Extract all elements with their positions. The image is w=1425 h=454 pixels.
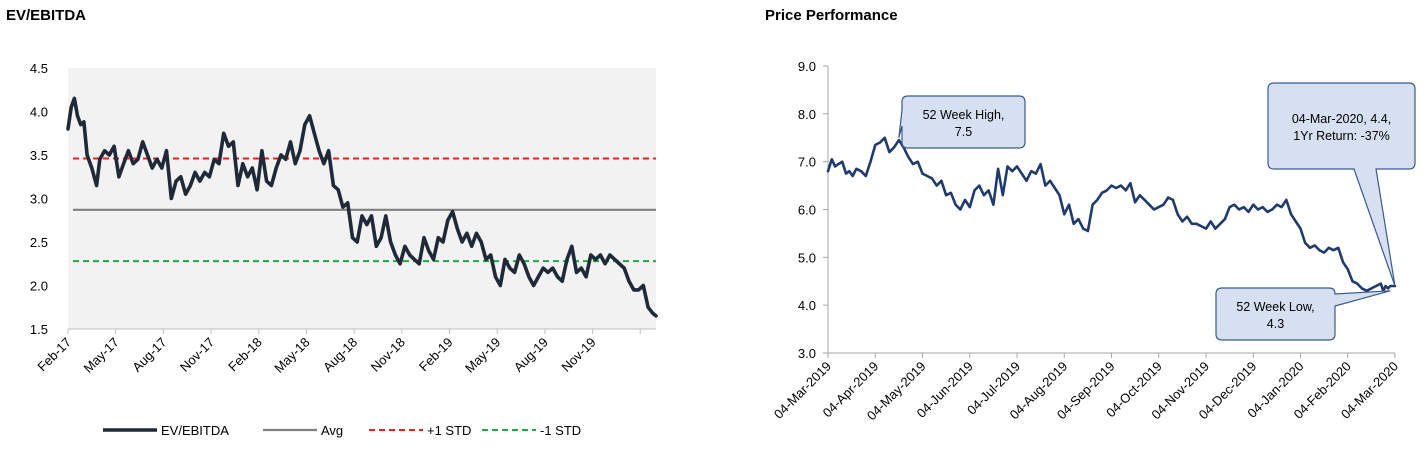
y-tick-label: 9.0 xyxy=(798,59,816,74)
ev-ebitda-series-line xyxy=(66,96,658,318)
y-tick-label: 4.0 xyxy=(30,105,48,120)
y-tick-label: 8.0 xyxy=(798,107,816,122)
y-tick-label: 4.5 xyxy=(30,61,48,76)
ev-ebitda-title: EV/EBITDA xyxy=(6,7,87,24)
y-tick-label: 4.0 xyxy=(798,298,816,313)
current-callout-box xyxy=(1267,82,1416,287)
y-tick-label: 3.0 xyxy=(30,192,48,207)
price-performance-title: Price Performance xyxy=(765,7,898,24)
high-callout-line2: 7.5 xyxy=(955,125,972,139)
low-callout-box xyxy=(1215,287,1391,341)
low-callout-line1: 52 Week Low, xyxy=(1236,300,1314,314)
y-tick-label: 5.0 xyxy=(798,250,816,265)
low-callout-line2: 4.3 xyxy=(1267,317,1284,331)
legend-label-ev-ebitda: EV/EBITDA xyxy=(161,423,229,438)
y-tick-label: 2.0 xyxy=(30,279,48,294)
legend-label-plus-std: +1 STD xyxy=(427,423,471,438)
legend-label-avg: Avg xyxy=(321,423,343,438)
y-tick-label: 3.0 xyxy=(798,346,816,361)
price-series-line xyxy=(826,136,1397,293)
plot-area xyxy=(68,68,656,329)
current-callout-line1: 04-Mar-2020, 4.4, xyxy=(1292,112,1391,126)
high-callout-line1: 52 Week High, xyxy=(923,108,1005,122)
y-tick-label: 3.5 xyxy=(30,148,48,163)
y-tick-label: 7.0 xyxy=(798,155,816,170)
y-tick-label: 6.0 xyxy=(798,203,816,218)
y-tick-label: 2.5 xyxy=(30,235,48,250)
high-callout-box xyxy=(898,95,1026,149)
current-callout-line2: 1Yr Return: -37% xyxy=(1293,129,1390,143)
legend-label-minus-std: -1 STD xyxy=(540,423,581,438)
y-tick-label: 1.5 xyxy=(30,322,48,337)
